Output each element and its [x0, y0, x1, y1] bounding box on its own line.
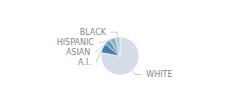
- svg-text:ASIAN: ASIAN: [66, 48, 90, 57]
- svg-text:WHITE: WHITE: [146, 70, 172, 79]
- svg-text:A.I.: A.I.: [78, 58, 91, 67]
- svg-text:BLACK: BLACK: [80, 28, 107, 37]
- svg-text:HISPANIC: HISPANIC: [57, 38, 95, 47]
